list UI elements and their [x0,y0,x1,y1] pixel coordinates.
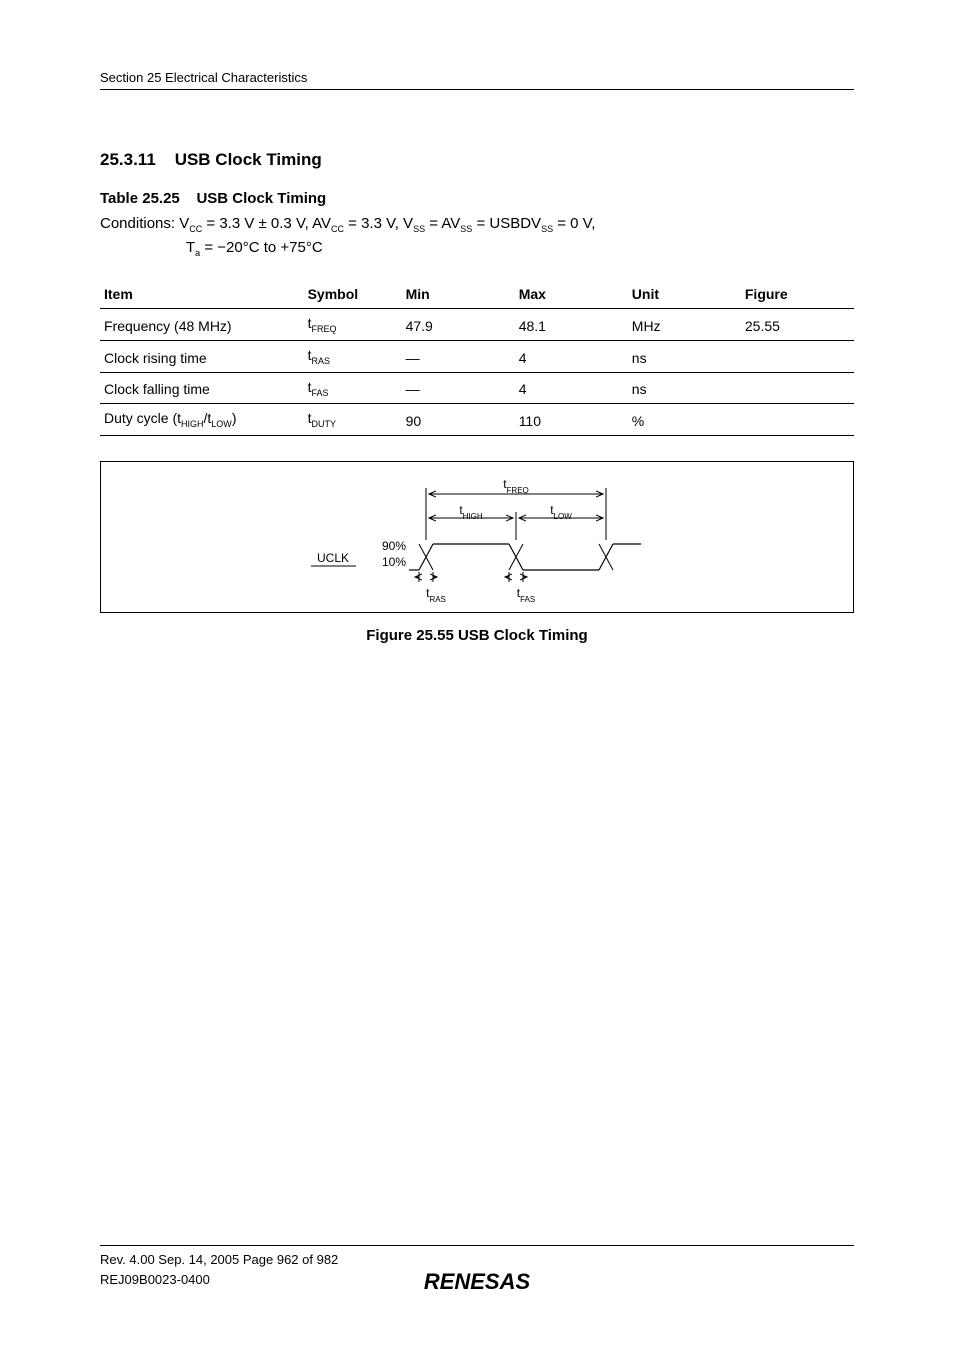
footer-code: REJ09B0023-0400 [100,1270,338,1290]
cell-max: 4 [515,340,628,372]
col-unit: Unit [628,280,741,309]
cell-unit: ns [628,340,741,372]
table-number: Table 25.25 [100,190,180,207]
conditions-block: Conditions: VCC = 3.3 V ± 0.3 V, AVCC = … [100,213,854,260]
cell-item: Duty cycle (tHIGH/tLOW) [100,404,304,436]
spec-table: Item Symbol Min Max Unit Figure Frequenc… [100,280,854,436]
table-row: Duty cycle (tHIGH/tLOW) tDUTY 90 110 % [100,404,854,436]
cell-symbol: tFREQ [304,309,402,341]
cell-item: Clock rising time [100,340,304,372]
cond-ta-t: T [186,239,195,256]
figure-caption: Figure 25.55 USB Clock Timing [100,627,854,644]
cell-min: — [402,372,515,404]
cell-item: Clock falling time [100,372,304,404]
table-heading: USB Clock Timing [196,190,326,207]
col-item: Item [100,280,304,309]
p10-label: 10% [382,555,406,569]
table-row: Frequency (48 MHz) tFREQ 47.9 48.1 MHz 2… [100,309,854,341]
cond-avss-sub: SS [460,224,472,234]
cond-after2: = 3.3 V, V [344,215,413,232]
uclk-label: UCLK [317,551,349,565]
cond-ta-rest: = −20°C to +75°C [200,239,323,256]
cell-min: — [402,340,515,372]
table-title: Table 25.25 USB Clock Timing [100,190,854,207]
item-suffix: ) [232,410,237,426]
item-sub1: HIGH [181,419,204,429]
page-footer: Rev. 4.00 Sep. 14, 2005 Page 962 of 982 … [100,1245,854,1295]
sym-sub: FAS [311,387,328,397]
item-prefix: Duty cycle (t [104,410,181,426]
cell-item: Frequency (48 MHz) [100,309,304,341]
cell-symbol: tRAS [304,340,402,372]
sym-sub: FREQ [311,324,336,334]
cell-unit: MHz [628,309,741,341]
sym-sub: DUTY [311,419,336,429]
cond-after1: = 3.3 V ± 0.3 V, AV [202,215,331,232]
cell-min: 90 [402,404,515,436]
table-row: Clock falling time tFAS — 4 ns [100,372,854,404]
cell-unit: ns [628,372,741,404]
footer-rev: Rev. 4.00 Sep. 14, 2005 Page 962 of 982 [100,1250,338,1270]
table-header-row: Item Symbol Min Max Unit Figure [100,280,854,309]
sym-sub: RAS [311,356,330,366]
timing-svg: UCLK 90% 10% [101,462,853,612]
svg-text:tFREQ: tFREQ [503,477,529,495]
svg-text:tHIGH: tHIGH [459,503,483,521]
cell-symbol: tFAS [304,372,402,404]
table-row: Clock rising time tRAS — 4 ns [100,340,854,372]
svg-text:tRAS: tRAS [426,586,446,604]
cond-avcc-sub: CC [331,224,344,234]
col-max: Max [515,280,628,309]
conditions-label: Conditions: [100,215,175,232]
cell-symbol: tDUTY [304,404,402,436]
svg-text:tFAS: tFAS [517,586,535,604]
cell-figure [741,372,854,404]
cell-figure [741,340,854,372]
page-header: Section 25 Electrical Characteristics [100,70,854,90]
col-symbol: Symbol [304,280,402,309]
col-min: Min [402,280,515,309]
cond-vss-sub: SS [413,224,425,234]
cond-after3: = AV [425,215,460,232]
cell-unit: % [628,404,741,436]
item-sub2: LOW [211,419,232,429]
svg-text:tLOW: tLOW [550,503,572,521]
cell-max: 48.1 [515,309,628,341]
renesas-logo: RENESAS [424,1269,530,1294]
cond-after4: = USBDV [472,215,541,232]
cell-min: 47.9 [402,309,515,341]
section-heading: USB Clock Timing [175,150,322,169]
col-figure: Figure [741,280,854,309]
section-number: 25.3.11 [100,150,156,169]
cond-after5: = 0 V, [553,215,595,232]
cond-usbdvss-sub: SS [541,224,553,234]
cell-max: 4 [515,372,628,404]
cond-vcc-v: V [179,215,189,232]
p90-label: 90% [382,539,406,553]
cell-figure [741,404,854,436]
cond-vcc-sub: CC [189,224,202,234]
section-title: 25.3.11 USB Clock Timing [100,150,854,170]
cell-max: 110 [515,404,628,436]
cell-figure: 25.55 [741,309,854,341]
timing-diagram: UCLK 90% 10% [100,461,854,613]
